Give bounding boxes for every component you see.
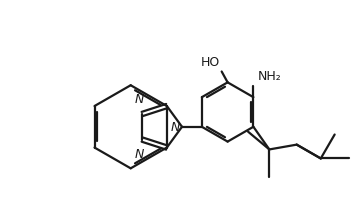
Text: N: N bbox=[135, 148, 144, 161]
Text: NH₂: NH₂ bbox=[257, 70, 281, 83]
Text: HO: HO bbox=[200, 55, 220, 69]
Text: N: N bbox=[135, 93, 144, 106]
Text: N: N bbox=[171, 121, 180, 134]
